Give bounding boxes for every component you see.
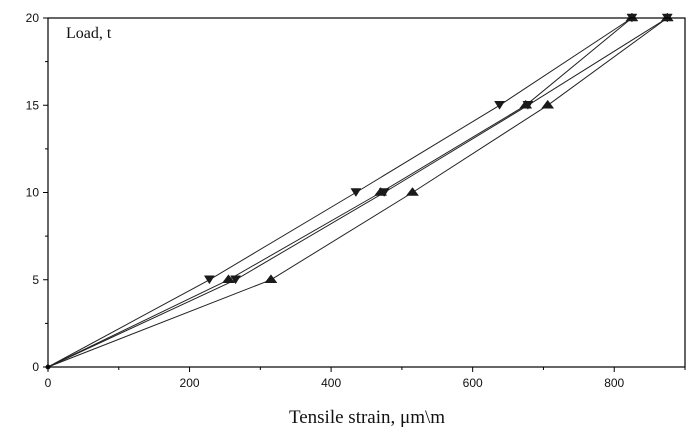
data-point-triangle-up — [264, 274, 278, 283]
data-point-triangle-up — [406, 187, 420, 196]
data-point-triangle-down — [522, 101, 534, 110]
y-tick-label: 10 — [26, 186, 40, 200]
x-tick-label: 800 — [604, 376, 624, 390]
data-point-triangle-up — [660, 12, 674, 22]
data-point-triangle-up — [625, 12, 639, 22]
x-tick-label: 600 — [463, 376, 483, 390]
x-tick-label: 400 — [321, 376, 341, 390]
y-tick-label: 0 — [32, 360, 39, 374]
y-axis-title: Load, t — [66, 25, 112, 42]
y-tick-label: 20 — [26, 11, 40, 25]
data-point-triangle-down — [378, 188, 390, 197]
data-point-triangle-down — [494, 101, 506, 110]
axes — [43, 17, 686, 372]
y-tick-label: 15 — [26, 98, 40, 112]
plot-area — [45, 12, 674, 370]
marker-layer — [45, 12, 674, 370]
series-line-1 — [47, 17, 633, 368]
x-tick-label: 200 — [180, 376, 200, 390]
data-point-triangle-down — [230, 275, 242, 285]
data-point-triangle-up — [221, 274, 235, 283]
x-axis-title: Tensile strain, μm\m — [289, 407, 445, 428]
y-tick-label: 5 — [32, 273, 39, 287]
plot-frame — [47, 17, 686, 368]
data-point-triangle-down — [203, 275, 215, 285]
tick-labels: 0 200 400 600 800 0 5 10 15 20 — [26, 11, 625, 390]
data-point-triangle-down — [350, 188, 362, 197]
series-line-2 — [47, 17, 633, 368]
data-point-triangle-up — [541, 99, 555, 109]
x-tick-label: 0 — [45, 376, 52, 390]
